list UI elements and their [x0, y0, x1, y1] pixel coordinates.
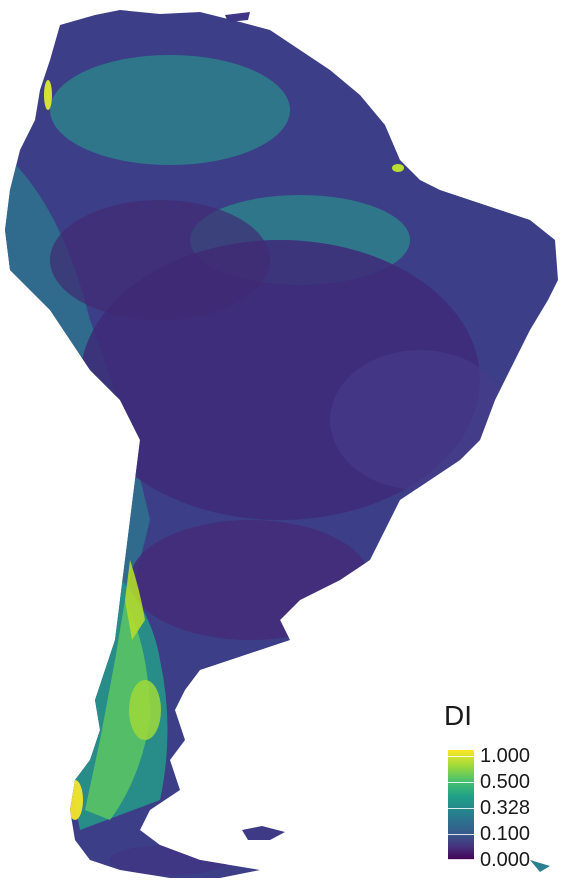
legend-title: DI [444, 700, 472, 731]
legend-tickmark [448, 756, 474, 757]
legend-tickmark [448, 859, 474, 860]
legend-colorbar [448, 750, 474, 860]
north-coast-highlight [44, 80, 52, 110]
island-north [225, 12, 250, 22]
legend-tick-label: 0.500 [480, 771, 531, 793]
legend-tick-label: 0.100 [480, 823, 531, 845]
island-southeast [530, 860, 550, 872]
legend-tickmark [448, 834, 474, 835]
legend-tick-label: 0.328 [480, 797, 531, 819]
legend-tick-label: 0.000 [480, 849, 531, 871]
legend-tickmark [448, 808, 474, 809]
legend-tickmark [448, 782, 474, 783]
northeast-coast-highlight [392, 164, 404, 172]
legend-tick-label: 1.000 [480, 745, 531, 767]
falkland-islands [242, 826, 285, 840]
